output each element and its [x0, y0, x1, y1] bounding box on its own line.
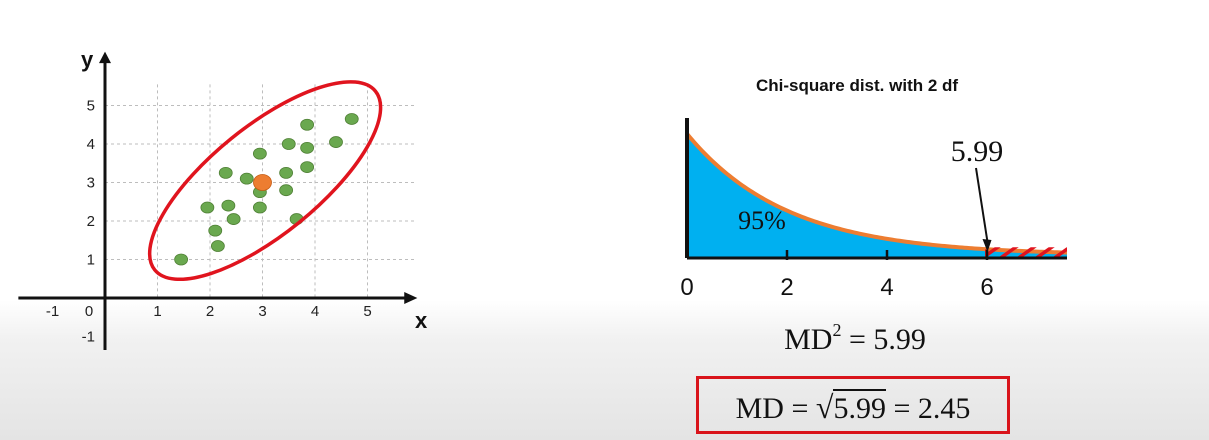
y-tick-1: 1	[87, 252, 95, 269]
y-axis-label: y	[81, 47, 94, 72]
data-point	[329, 136, 343, 148]
chi-area-fill	[687, 133, 1067, 258]
x-axis-arrow	[404, 292, 418, 304]
chi-critical-arrow-head	[982, 239, 992, 252]
scatter-axes: xy	[18, 47, 428, 350]
chi-plot-area	[685, 118, 1127, 260]
md-result-box: MD = √5.99 = 2.45	[696, 376, 1010, 434]
confidence-ellipse	[147, 80, 383, 282]
data-point	[218, 166, 233, 179]
hatch-line	[986, 247, 1001, 258]
chi-tick-6: 6	[980, 274, 993, 301]
chi-critical-arrow-line	[975, 167, 989, 243]
md-radicand: 5.99	[833, 389, 886, 425]
hatch-line	[1035, 247, 1055, 259]
scatter-grid	[105, 84, 415, 298]
y-tick-5: 5	[87, 98, 95, 115]
x-tick-3: 3	[258, 303, 266, 320]
x-tick-1: 1	[153, 303, 161, 320]
chi-tail-hatch	[986, 245, 1127, 259]
y-tick-3: 3	[87, 175, 95, 192]
hatch-line	[1091, 245, 1109, 258]
sqrt-sign: √	[815, 389, 834, 425]
data-point	[200, 201, 215, 214]
hatch-line	[1053, 247, 1067, 259]
chi-tick-2: 2	[780, 274, 793, 301]
md2-rhs: = 5.99	[848, 323, 926, 356]
data-point	[344, 113, 359, 125]
y-tick-4: 4	[87, 136, 95, 153]
md2-exponent: 2	[832, 320, 842, 340]
ellipse-outline	[147, 80, 383, 282]
x-tick-4: 4	[311, 303, 319, 320]
chi-tick-labels: 0 2 4 6	[680, 274, 993, 301]
md-rhs: = 2.45	[893, 392, 971, 425]
x-tick-2: 2	[206, 303, 214, 320]
x-tick--1: -1	[46, 303, 59, 320]
data-point	[252, 201, 267, 214]
chi-density-curve	[685, 132, 1068, 255]
chi-chart-title: Chi-square dist. with 2 df	[756, 76, 958, 95]
md-squared-equation: MD2 = 5.99	[740, 320, 970, 357]
x-tick-5: 5	[363, 303, 371, 320]
y-tick-2: 2	[87, 213, 95, 230]
scatter-tick-labels: -1 0 1 2 3 4 5 -1 1 2 3 4 5	[46, 98, 372, 346]
data-point	[279, 166, 294, 179]
data-point	[300, 118, 315, 131]
data-point	[239, 172, 254, 185]
hatch-line	[1109, 245, 1127, 258]
data-point	[174, 253, 189, 266]
md-result-equation: MD = √5.99 = 2.45	[699, 389, 1007, 426]
hatch-line	[1073, 245, 1091, 258]
hatch-line	[999, 247, 1019, 259]
scatter-points	[174, 113, 359, 266]
y-tick--1: -1	[82, 329, 95, 346]
hatch-line	[1017, 247, 1037, 259]
x-axis-label: x	[415, 308, 428, 333]
chi-tick-4: 4	[880, 274, 893, 301]
data-point	[221, 199, 236, 212]
chi-tick-0: 0	[680, 274, 693, 301]
centroid-point	[253, 174, 272, 191]
data-point	[208, 224, 223, 237]
chi-area-label: 95%	[738, 206, 786, 235]
data-point	[210, 240, 225, 252]
md2-lhs: MD	[784, 323, 833, 356]
data-point	[300, 141, 315, 154]
y-axis-arrow	[99, 51, 111, 64]
data-point	[226, 213, 241, 225]
chi-critical-label: 5.99	[951, 135, 1004, 168]
md-lhs: MD =	[735, 392, 809, 425]
data-point	[300, 161, 315, 174]
data-point	[281, 138, 296, 150]
chi-square-chart: Chi-square dist. with 2 df 95% 5.99 0 2 4 6	[680, 76, 1127, 301]
data-point	[279, 184, 294, 197]
x-tick-0: 0	[85, 303, 93, 320]
data-point	[252, 147, 267, 160]
